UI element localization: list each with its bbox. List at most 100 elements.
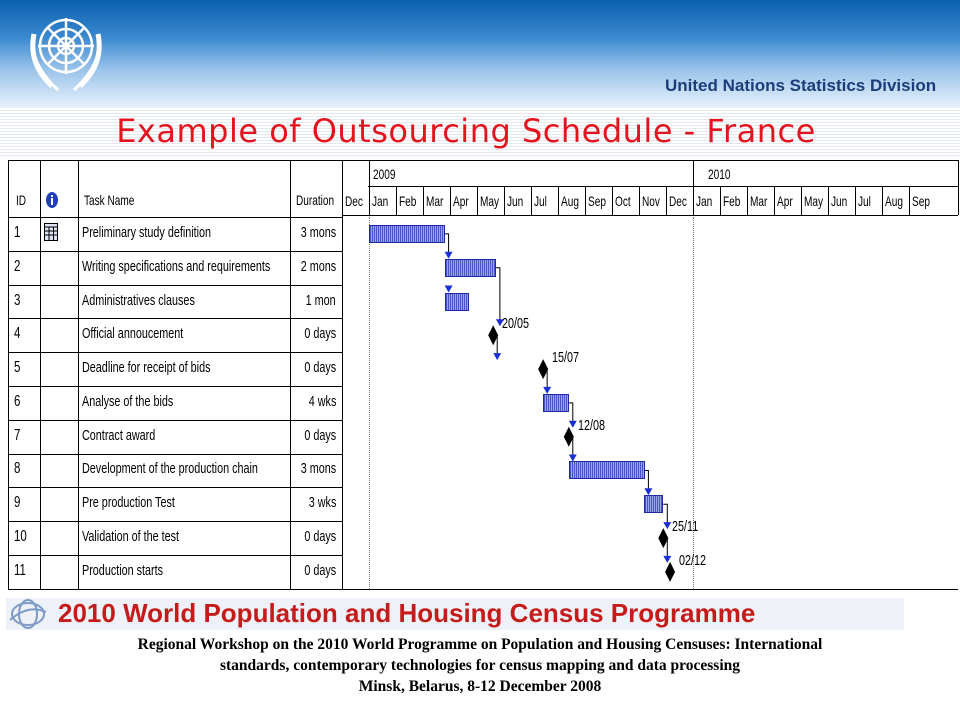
- task-duration: 2 mons: [300, 258, 336, 275]
- month-divider: [423, 186, 424, 215]
- month-divider: [882, 186, 883, 215]
- month-divider: [585, 186, 586, 215]
- milestone-date-label: 20/05: [502, 315, 530, 332]
- month-label: Jun: [831, 193, 848, 209]
- month-divider: [612, 186, 613, 215]
- dependency-arrowhead: [568, 420, 577, 428]
- task-duration: 0 days: [304, 562, 336, 579]
- task-name: Deadline for receipt of bids: [82, 359, 211, 376]
- info-icon: [46, 192, 58, 208]
- census-programme-banner-text: 2010 World Population and Housing Census…: [6, 598, 904, 630]
- month-divider: [828, 186, 829, 215]
- task-bar: [369, 225, 445, 243]
- task-duration: 3 wks: [308, 494, 336, 511]
- task-name-column-header: Task Name: [84, 192, 135, 208]
- month-divider: [477, 186, 478, 215]
- slide-title: Example of Outsourcing Schedule - France: [116, 112, 816, 150]
- task-duration: 0 days: [304, 427, 336, 444]
- month-divider: [666, 186, 667, 215]
- table-row-divider: [8, 521, 342, 522]
- dependency-arrowhead: [663, 522, 672, 530]
- task-duration: 4 wks: [308, 393, 336, 410]
- month-divider: [558, 186, 559, 215]
- milestone-date-label: 25/11: [672, 518, 699, 535]
- month-label: Oct: [615, 193, 631, 209]
- table-column-divider: [290, 160, 291, 589]
- table-row-divider: [8, 454, 342, 455]
- task-name: Pre production Test: [82, 494, 175, 511]
- milestone-date-label: 02/12: [679, 552, 707, 569]
- banner-title: 2010 World Population and Housing Census…: [58, 598, 756, 628]
- month-label: Dec: [345, 193, 363, 209]
- task-name: Writing specifications and requirements: [82, 258, 271, 275]
- month-divider: [801, 186, 802, 215]
- month-label: Apr: [777, 193, 793, 209]
- month-divider: [450, 186, 451, 215]
- caption-line-1: Regional Workshop on the 2010 World Prog…: [137, 636, 823, 653]
- dependency-link: [493, 334, 498, 358]
- dependency-link: [495, 267, 501, 324]
- milestone-date-label: 12/08: [578, 417, 606, 434]
- task-id: 10: [14, 528, 27, 545]
- task-name: Production starts: [82, 562, 164, 579]
- task-id: 2: [14, 258, 21, 275]
- task-name: Preliminary study definition: [82, 224, 212, 241]
- dependency-arrowhead: [444, 251, 453, 259]
- task-id: 9: [14, 494, 21, 511]
- census-programme-banner: [6, 598, 904, 630]
- month-label: Jan: [372, 193, 389, 209]
- month-divider: [720, 186, 721, 215]
- month-label: Jan: [696, 193, 713, 209]
- month-label: Feb: [723, 193, 741, 209]
- task-duration: 1 mon: [305, 292, 336, 309]
- dependency-arrowhead: [568, 454, 577, 462]
- task-id: 7: [14, 427, 21, 444]
- dependency-arrowhead: [663, 555, 672, 563]
- month-label: Mar: [426, 193, 444, 209]
- month-label: Aug: [561, 193, 579, 209]
- month-label: May: [480, 193, 500, 209]
- dependency-link: [663, 537, 668, 560]
- task-duration: 0 days: [304, 528, 336, 545]
- table-row-divider: [8, 487, 342, 488]
- gantt-chart: ID Task Name Duration 2009 2010 Dec Jan Fe…: [0, 160, 960, 590]
- month-divider: [342, 186, 343, 215]
- month-divider: [693, 160, 694, 215]
- table-row-divider: [8, 285, 342, 286]
- month-label: Feb: [399, 193, 417, 209]
- month-label: Jul: [858, 193, 871, 209]
- caption-line-2: standards, contemporary technologies for…: [219, 657, 740, 674]
- dependency-link: [444, 233, 450, 256]
- dependency-arrowhead: [495, 319, 504, 327]
- task-name: Official annoucement: [82, 325, 184, 342]
- gantt-bottom-border: [8, 588, 958, 590]
- grid-note-icon: [44, 223, 58, 241]
- table-row-divider: [8, 318, 342, 319]
- task-name: Validation of the test: [82, 528, 180, 545]
- dependency-arrowhead: [444, 285, 453, 293]
- table-column-divider: [342, 160, 343, 589]
- task-id: 6: [14, 393, 21, 410]
- month-divider: [774, 186, 775, 215]
- month-divider: [531, 186, 532, 215]
- table-column-divider: [78, 160, 79, 589]
- month-label: Apr: [453, 193, 469, 209]
- workshop-caption: Regional Workshop on the 2010 World Prog…: [0, 634, 960, 697]
- task-id: 5: [14, 359, 21, 376]
- task-id: 1: [14, 224, 21, 241]
- task-name: Development of the production chain: [82, 460, 258, 477]
- header-stripes: [0, 108, 960, 158]
- task-duration: 3 mons: [300, 224, 336, 241]
- month-divider: [747, 186, 748, 215]
- month-label: Mar: [750, 193, 768, 209]
- task-name: Contract award: [82, 427, 156, 444]
- task-id: 11: [14, 562, 26, 579]
- table-row-divider: [8, 555, 342, 556]
- table-row-divider: [8, 251, 342, 252]
- task-duration: 3 mons: [300, 460, 336, 477]
- id-column-header: ID: [16, 192, 27, 208]
- table-header-divider: [8, 217, 342, 218]
- milestone-date-label: 15/07: [552, 349, 580, 366]
- month-divider: [639, 186, 640, 215]
- dependency-arrowhead: [493, 353, 502, 361]
